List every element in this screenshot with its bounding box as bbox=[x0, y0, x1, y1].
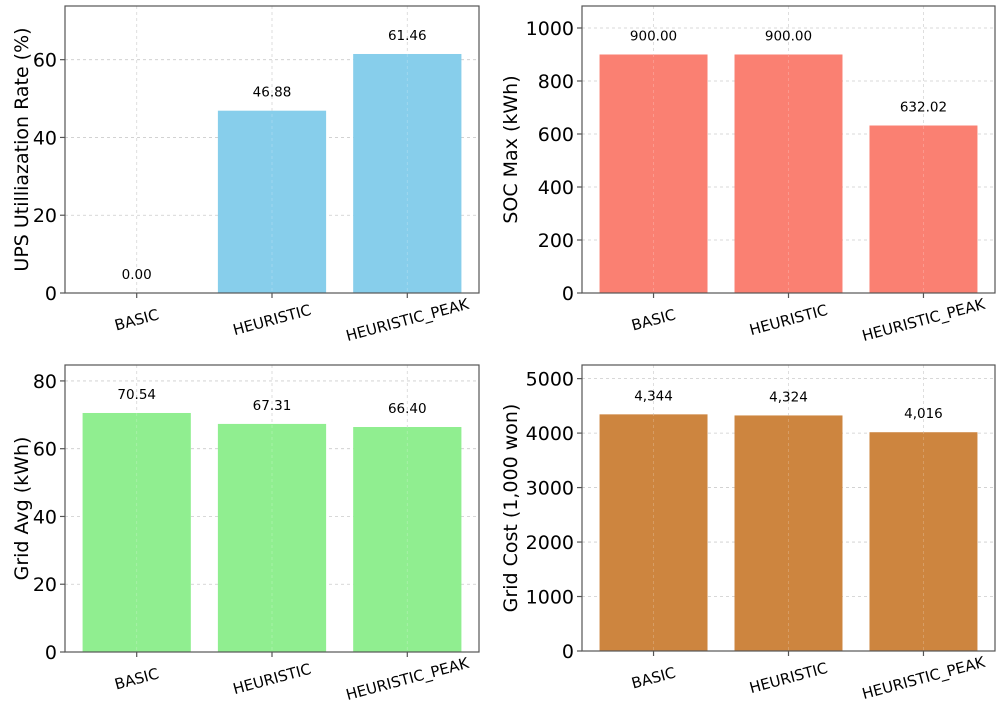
x-tick-label: HEURISTIC bbox=[747, 659, 829, 697]
x-tick-label: HEURISTIC_PEAK bbox=[344, 654, 472, 705]
x-tick-label: HEURISTIC_PEAK bbox=[860, 295, 988, 346]
y-axis-label: Grid Avg (kWh) bbox=[11, 437, 33, 581]
data-label: 67.31 bbox=[253, 398, 292, 414]
y-tick-label: 60 bbox=[33, 439, 57, 461]
x-tick-label: BASIC bbox=[113, 664, 161, 693]
data-label: 46.88 bbox=[253, 85, 292, 101]
data-label: 4,324 bbox=[769, 389, 808, 405]
bar-heuristic bbox=[734, 415, 843, 651]
x-tick-label: BASIC bbox=[629, 663, 677, 692]
bar-basic bbox=[82, 412, 191, 652]
bar-heuristic-peak bbox=[353, 427, 462, 652]
subplot-3: 70.54 67.31 66.40 0 20 40 60 80 BASIC HEURISTIC HE… bbox=[11, 364, 480, 705]
y-tick-label: 3000 bbox=[526, 478, 574, 500]
subplot-2: 900.00 900.00 632.02 0 200 400 600 800 1000 BASIC… bbox=[500, 5, 996, 346]
y-tick-label: 1000 bbox=[526, 18, 574, 40]
x-tick-label: HEURISTIC bbox=[231, 660, 313, 698]
y-tick-label: 4000 bbox=[526, 423, 574, 445]
y-tick-label: 60 bbox=[33, 50, 57, 72]
y-tick-label: 1000 bbox=[526, 587, 574, 609]
x-tick-label: HEURISTIC_PEAK bbox=[860, 653, 988, 704]
x-tick-label: BASIC bbox=[113, 305, 161, 334]
y-tick-label: 20 bbox=[33, 205, 57, 227]
y-tick-label: 80 bbox=[33, 371, 57, 393]
data-label: 66.40 bbox=[388, 401, 427, 417]
y-tick-label: 800 bbox=[538, 71, 574, 93]
y-tick-label: 40 bbox=[33, 127, 57, 149]
data-label: 4,016 bbox=[904, 406, 943, 422]
y-tick-label: 0 bbox=[45, 642, 57, 664]
y-tick-label: 40 bbox=[33, 506, 57, 528]
y-tick-label: 5000 bbox=[526, 369, 574, 391]
subplot-4: 4,344 4,324 4,016 0 1000 2000 3000 4000 5000 BASI… bbox=[500, 364, 996, 704]
data-label: 4,344 bbox=[634, 388, 673, 404]
bar-basic bbox=[599, 54, 708, 293]
bar-heuristic-peak bbox=[869, 125, 978, 293]
data-label: 70.54 bbox=[117, 387, 156, 403]
y-axis-label: Grid Cost (1,000 won) bbox=[500, 404, 522, 613]
x-tick-label: HEURISTIC bbox=[231, 301, 313, 339]
x-tick-label: HEURISTIC_PEAK bbox=[344, 295, 472, 346]
bar-heuristic bbox=[217, 110, 327, 293]
bar-basic bbox=[599, 414, 708, 651]
bar-heuristic bbox=[734, 54, 843, 293]
y-axis-label: SOC Max (kWh) bbox=[500, 75, 522, 223]
bar-heuristic bbox=[217, 423, 327, 652]
data-label: 61.46 bbox=[388, 28, 427, 44]
y-axis-label: UPS Utilliazation Rate (%) bbox=[11, 27, 33, 271]
bar-heuristic-peak bbox=[869, 432, 978, 651]
x-tick-label: BASIC bbox=[629, 305, 677, 334]
data-label: 0.00 bbox=[122, 267, 152, 283]
y-tick-label: 0 bbox=[45, 283, 57, 305]
y-tick-label: 2000 bbox=[526, 532, 574, 554]
y-tick-label: 200 bbox=[538, 230, 574, 252]
data-label: 632.02 bbox=[900, 100, 947, 116]
x-tick-label: HEURISTIC bbox=[747, 301, 829, 339]
data-label: 900.00 bbox=[630, 28, 677, 44]
y-tick-label: 400 bbox=[538, 177, 574, 199]
y-tick-label: 0 bbox=[562, 283, 574, 305]
y-tick-label: 20 bbox=[33, 574, 57, 596]
data-label: 900.00 bbox=[765, 28, 812, 44]
y-tick-label: 0 bbox=[562, 641, 574, 663]
subplot-1: 0.00 46.88 61.46 0 20 40 60 BASIC HEURISTIC HEURI… bbox=[11, 5, 480, 346]
y-tick-label: 600 bbox=[538, 124, 574, 146]
bar-heuristic-peak bbox=[353, 53, 462, 293]
